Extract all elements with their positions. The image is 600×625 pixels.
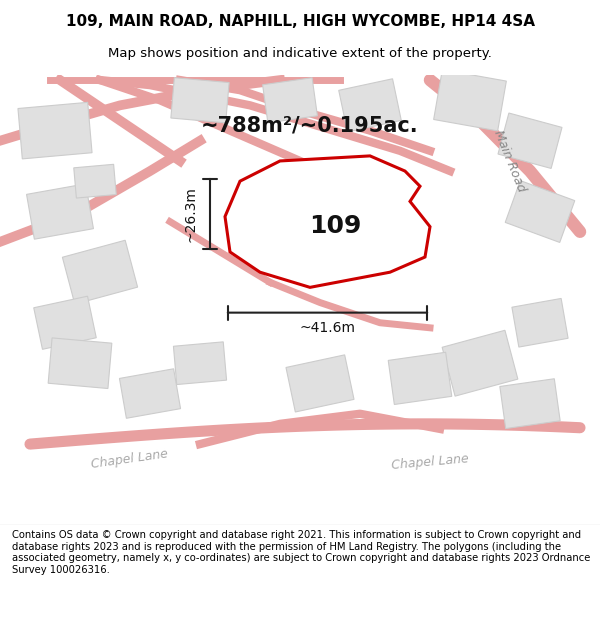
Text: Contains OS data © Crown copyright and database right 2021. This information is : Contains OS data © Crown copyright and d… [12, 530, 590, 575]
Polygon shape [48, 338, 112, 389]
Polygon shape [26, 184, 94, 239]
Polygon shape [171, 78, 229, 123]
Text: Map shows position and indicative extent of the property.: Map shows position and indicative extent… [108, 48, 492, 61]
Text: 109, MAIN ROAD, NAPHILL, HIGH WYCOMBE, HP14 4SA: 109, MAIN ROAD, NAPHILL, HIGH WYCOMBE, H… [65, 14, 535, 29]
Polygon shape [18, 102, 92, 159]
Polygon shape [62, 240, 137, 304]
Text: Main Road: Main Road [492, 128, 528, 194]
Polygon shape [505, 181, 575, 243]
Text: ~41.6m: ~41.6m [299, 321, 355, 335]
Polygon shape [74, 164, 116, 198]
Text: Chapel Lane: Chapel Lane [91, 448, 169, 471]
Text: ~788m²/~0.195ac.: ~788m²/~0.195ac. [201, 116, 419, 136]
Polygon shape [500, 379, 560, 429]
Text: ~26.3m: ~26.3m [184, 186, 198, 242]
Polygon shape [442, 330, 518, 396]
Polygon shape [388, 352, 452, 404]
Polygon shape [498, 113, 562, 169]
Polygon shape [263, 78, 317, 123]
Polygon shape [34, 296, 96, 349]
Text: Chapel Lane: Chapel Lane [391, 452, 469, 472]
Polygon shape [512, 299, 568, 347]
Polygon shape [173, 342, 227, 384]
Polygon shape [339, 79, 401, 132]
Polygon shape [434, 69, 506, 131]
Polygon shape [119, 369, 181, 418]
Text: 109: 109 [309, 214, 362, 238]
Polygon shape [225, 156, 430, 288]
Polygon shape [286, 355, 354, 412]
